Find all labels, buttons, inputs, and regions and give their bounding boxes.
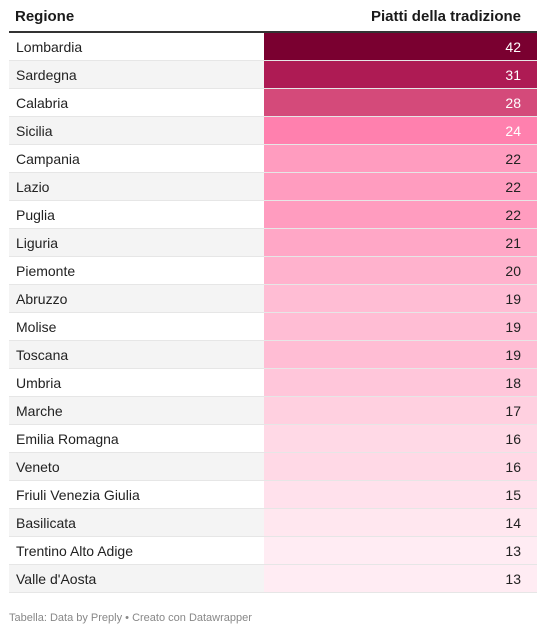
column-header-value[interactable]: Piatti della tradizione <box>370 8 521 25</box>
value-cell: 19 <box>264 313 537 340</box>
region-cell: Veneto <box>16 458 60 475</box>
table-row: Emilia Romagna 16 <box>9 425 537 453</box>
region-cell: Sicilia <box>16 122 53 139</box>
value-cell: 13 <box>264 537 537 564</box>
table-row: Molise 19 <box>9 313 537 341</box>
region-cell: Trentino Alto Adige <box>16 542 134 559</box>
value-cell: 15 <box>264 481 537 508</box>
value-cell: 24 <box>264 117 537 144</box>
value-cell: 28 <box>264 89 537 116</box>
value-cell: 22 <box>264 201 537 228</box>
value-cell: 22 <box>264 173 537 200</box>
value-cell: 42 <box>264 33 537 60</box>
region-cell: Molise <box>16 318 57 335</box>
value-cell: 19 <box>264 341 537 368</box>
table-row: Campania 22 <box>9 145 537 173</box>
table-row: Piemonte 20 <box>9 257 537 285</box>
region-cell: Valle d'Aosta <box>16 570 97 587</box>
value-cell: 31 <box>264 61 537 88</box>
table-header: Regione Piatti della tradizione <box>9 0 537 33</box>
value-cell: 20 <box>264 257 537 284</box>
region-cell: Lombardia <box>16 38 83 55</box>
region-cell: Liguria <box>16 234 59 251</box>
region-cell: Piemonte <box>16 262 76 279</box>
data-table: Regione Piatti della tradizione Lombardi… <box>9 0 537 593</box>
table-row: Friuli Venezia Giulia 15 <box>9 481 537 509</box>
table-row: Umbria 18 <box>9 369 537 397</box>
table-row: Trentino Alto Adige 13 <box>9 537 537 565</box>
value-cell: 19 <box>264 285 537 312</box>
value-cell: 16 <box>264 453 537 480</box>
region-cell: Campania <box>16 150 80 167</box>
table-row: Calabria 28 <box>9 89 537 117</box>
value-cell: 17 <box>264 397 537 424</box>
region-cell: Friuli Venezia Giulia <box>16 486 140 503</box>
table-row: Lombardia 42 <box>9 33 537 61</box>
region-cell: Emilia Romagna <box>16 430 119 447</box>
table-footer: Tabella: Data by Preply • Creato con Dat… <box>9 612 252 624</box>
table-row: Sicilia 24 <box>9 117 537 145</box>
table-row: Lazio 22 <box>9 173 537 201</box>
value-cell: 13 <box>264 565 537 592</box>
table-row: Toscana 19 <box>9 341 537 369</box>
region-cell: Toscana <box>16 346 69 363</box>
region-cell: Sardegna <box>16 66 77 83</box>
value-cell: 18 <box>264 369 537 396</box>
value-cell: 21 <box>264 229 537 256</box>
table-row: Puglia 22 <box>9 201 537 229</box>
region-cell: Calabria <box>16 94 69 111</box>
region-cell: Marche <box>16 402 63 419</box>
region-cell: Lazio <box>16 178 50 195</box>
table-body: Lombardia 42 Sardegna 31 Calabria 28 Sicilia 24… <box>9 33 537 593</box>
value-cell: 14 <box>264 509 537 536</box>
table-row: Valle d'Aosta 13 <box>9 565 537 593</box>
table-row: Marche 17 <box>9 397 537 425</box>
table-row: Abruzzo 19 <box>9 285 537 313</box>
table-row: Basilicata 14 <box>9 509 537 537</box>
value-cell: 16 <box>264 425 537 452</box>
region-cell: Abruzzo <box>16 290 68 307</box>
table-row: Sardegna 31 <box>9 61 537 89</box>
value-cell: 22 <box>264 145 537 172</box>
region-cell: Umbria <box>16 374 62 391</box>
table-row: Veneto 16 <box>9 453 537 481</box>
table-row: Liguria 21 <box>9 229 537 257</box>
region-cell: Puglia <box>16 206 55 223</box>
region-cell: Basilicata <box>16 514 76 531</box>
column-header-region[interactable]: Regione <box>15 8 75 25</box>
